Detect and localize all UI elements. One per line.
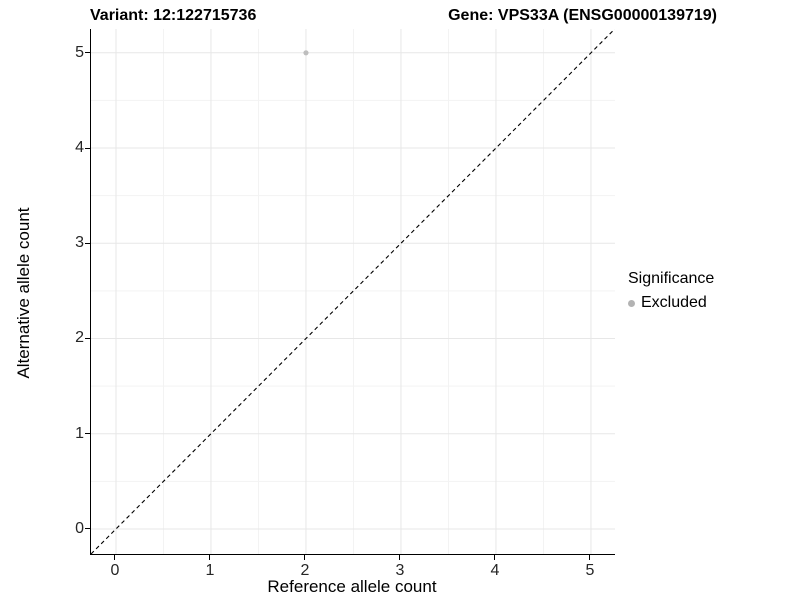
y-tick-mark (85, 337, 90, 339)
gene-title: Gene: VPS33A (ENSG00000139719) (448, 7, 717, 24)
x-tick-label: 4 (490, 562, 500, 579)
x-tick-mark (589, 555, 591, 560)
y-tick-label: 3 (75, 234, 84, 252)
x-tick-mark (399, 555, 401, 560)
legend-entry-label: Excluded (641, 294, 707, 311)
y-tick-label: 4 (75, 139, 84, 157)
y-tick-label: 1 (75, 424, 84, 442)
plot-canvas (91, 29, 615, 554)
legend-title: Significance (628, 270, 715, 287)
x-tick-label: 0 (110, 562, 120, 579)
y-tick-mark (85, 147, 90, 149)
x-axis-title: Reference allele count (267, 577, 437, 596)
y-axis-title: Alternative allele count (14, 207, 33, 379)
legend: Significance Excluded (628, 270, 714, 312)
legend-entry: Excluded (628, 294, 714, 312)
identity-line (91, 29, 615, 554)
x-tick-mark (304, 555, 306, 560)
y-tick-mark (85, 242, 90, 244)
x-tick-mark (494, 555, 496, 560)
y-tick-label: 2 (75, 329, 84, 347)
legend-key-dot-icon (628, 299, 635, 307)
legend-entries: Excluded (628, 294, 714, 312)
data-point (303, 50, 309, 56)
x-tick-mark (209, 555, 211, 560)
y-tick-mark (85, 52, 90, 54)
plot-panel (90, 29, 615, 555)
y-tick-mark (85, 528, 90, 530)
x-tick-label: 1 (205, 562, 215, 579)
x-tick-label: 3 (395, 562, 405, 579)
x-tick-mark (114, 555, 116, 560)
y-tick-label: 5 (75, 43, 84, 61)
variant-title: Variant: 12:122715736 (90, 7, 257, 24)
x-tick-label: 2 (300, 562, 310, 579)
y-tick-label: 0 (75, 519, 84, 537)
x-tick-label: 5 (585, 562, 595, 579)
y-tick-mark (85, 433, 90, 435)
